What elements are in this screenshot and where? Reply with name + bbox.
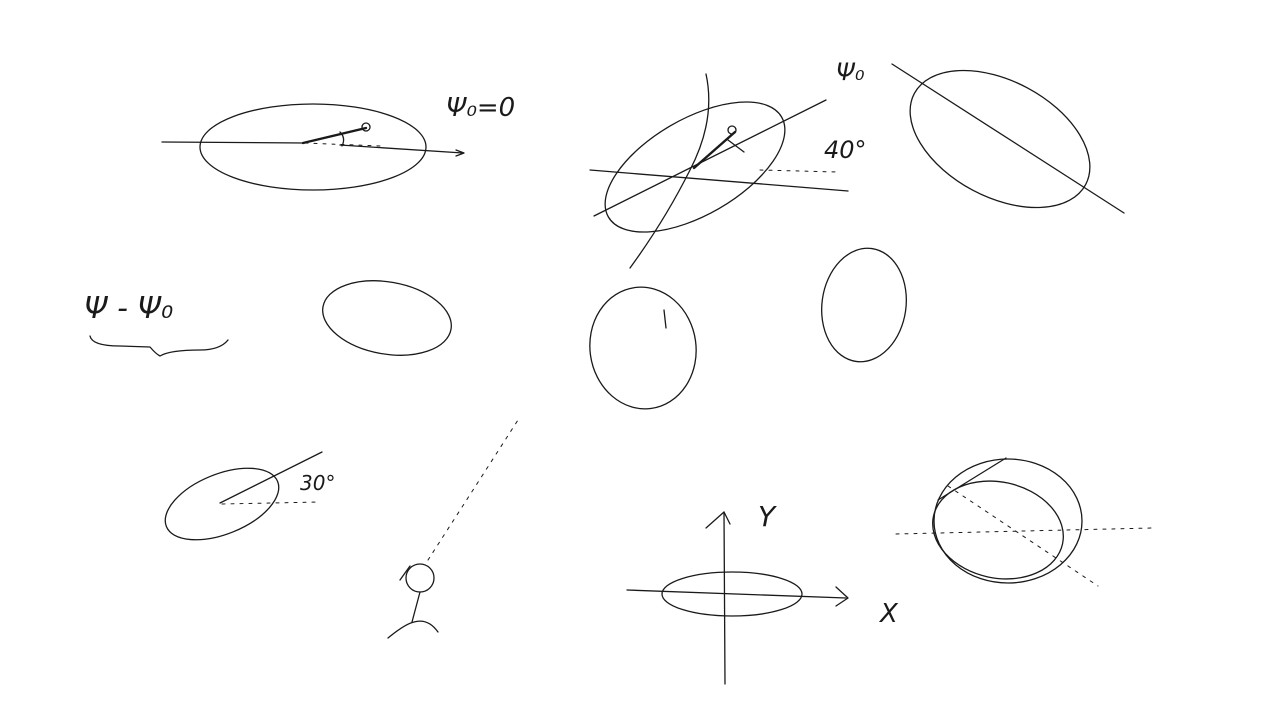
sketch-psi-difference: Ψ - Ψ₀ (84, 291, 229, 357)
horizontal-axis (589, 169, 849, 192)
label-axis-x: X (878, 599, 899, 629)
observer-head (405, 563, 435, 593)
diagonal-axis (891, 63, 1125, 214)
x-axis-arrow (835, 586, 849, 607)
sketch-ellipse-tilted: 40° (589, 73, 867, 269)
dashed-extension (759, 169, 839, 173)
needle-pivot-tilted (727, 125, 737, 135)
ellipse-tilted (604, 101, 786, 233)
observer-arm (399, 565, 411, 581)
ellipse-middle-center (589, 286, 697, 410)
small-dashed (221, 501, 319, 505)
tick-mark (663, 309, 667, 329)
reference-line (161, 141, 306, 144)
observer-legs (387, 620, 439, 639)
label-30-deg: 30° (300, 471, 335, 495)
needle-pivot (361, 122, 371, 132)
ellipse-flat (661, 571, 803, 617)
needle (301, 126, 368, 145)
ellipse-overlap-outer (933, 458, 1083, 584)
ellipse-large-diagonal (909, 69, 1091, 209)
observer-body (411, 591, 421, 623)
y-axis-arrow (705, 511, 731, 529)
sight-line (427, 419, 519, 561)
overlap-dashed-line (895, 527, 1153, 535)
label-axis-y: Y (758, 500, 777, 533)
y-axis (723, 511, 726, 685)
x-axis (626, 589, 847, 599)
label-40-deg: 40° (824, 136, 867, 164)
label-psi0: Ψ₀ (836, 58, 865, 86)
tilted-axis (593, 99, 827, 217)
angle-mark (339, 131, 345, 147)
overlap-dashed-diagonal (947, 485, 1099, 587)
sketch-ellipse-small: 30° (164, 451, 335, 541)
overlap-diagonal (937, 457, 1007, 501)
ellipse-overlap-inner (932, 480, 1064, 580)
underline-brace (89, 335, 229, 357)
vertical-curve (629, 73, 710, 269)
sketch-overlapping-ellipses (895, 457, 1153, 587)
ellipse-small-tilted (164, 467, 280, 541)
angle-mark-tilted (727, 139, 745, 153)
small-axis (219, 451, 323, 504)
ellipse-horizontal (199, 103, 427, 191)
needle-tilted (692, 130, 737, 170)
sketch-ellipse-diagonal: Ψ₀ (836, 58, 1125, 214)
label-psi0-eq-0: Ψ₀=0 (446, 93, 515, 123)
sketch-xy-axes: Y X (626, 500, 899, 685)
sketch-ellipse-horizontal: Ψ₀=0 (161, 93, 515, 191)
arrow-head (455, 149, 465, 157)
ellipse-middle-left (322, 280, 452, 356)
ellipse-middle-right (821, 247, 907, 363)
label-psi-minus-psi0: Ψ - Ψ₀ (84, 291, 173, 326)
sketch-observer (387, 419, 519, 639)
axis-arrow-line (339, 144, 464, 154)
